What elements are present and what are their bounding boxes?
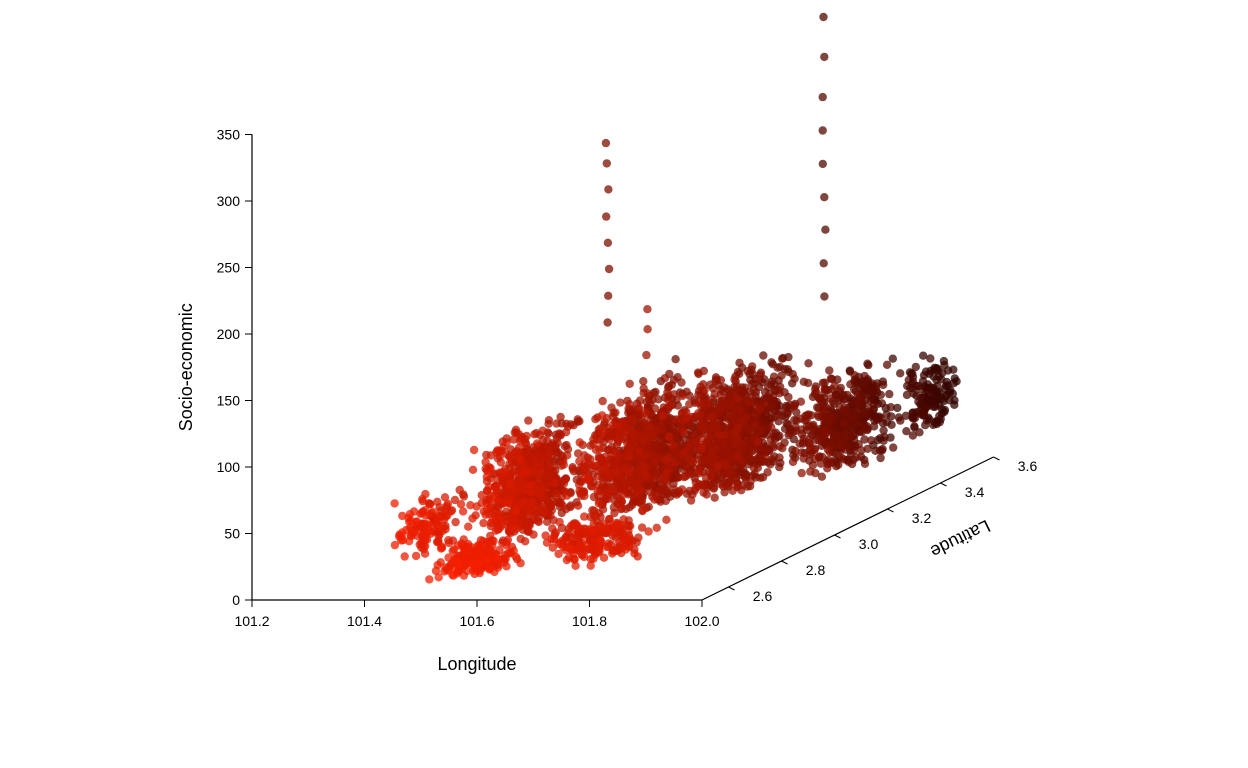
svg-text:100: 100	[217, 459, 241, 475]
z-axis-label: Socio-economic	[176, 303, 196, 431]
svg-text:101.2: 101.2	[234, 613, 269, 629]
svg-text:2.8: 2.8	[806, 562, 826, 578]
svg-text:250: 250	[217, 260, 241, 276]
svg-text:3.0: 3.0	[859, 536, 879, 552]
scatter3d-chart: 101.2 101.4 101.6 101.8 102.0 2.6 2.8 3.0 3.2 3.4…	[0, 0, 1248, 768]
y-axis-label: Latitude	[927, 516, 993, 562]
points-group	[390, 13, 960, 584]
svg-text:3.4: 3.4	[965, 484, 985, 500]
svg-text:102.0: 102.0	[684, 613, 719, 629]
svg-text:101.4: 101.4	[347, 613, 382, 629]
plot-svg: 101.2 101.4 101.6 101.8 102.0 2.6 2.8 3.0 3.2 3.4…	[0, 0, 1248, 768]
svg-text:0: 0	[232, 592, 240, 608]
svg-text:101.8: 101.8	[572, 613, 607, 629]
svg-text:150: 150	[217, 393, 241, 409]
svg-text:350: 350	[217, 127, 241, 143]
svg-text:50: 50	[224, 526, 240, 542]
svg-text:3.6: 3.6	[1018, 458, 1038, 474]
svg-text:2.6: 2.6	[753, 588, 773, 604]
svg-text:101.6: 101.6	[459, 613, 494, 629]
svg-text:200: 200	[217, 326, 241, 342]
svg-text:300: 300	[217, 193, 241, 209]
svg-text:3.2: 3.2	[912, 510, 932, 526]
x-axis-label: Longitude	[437, 654, 516, 674]
